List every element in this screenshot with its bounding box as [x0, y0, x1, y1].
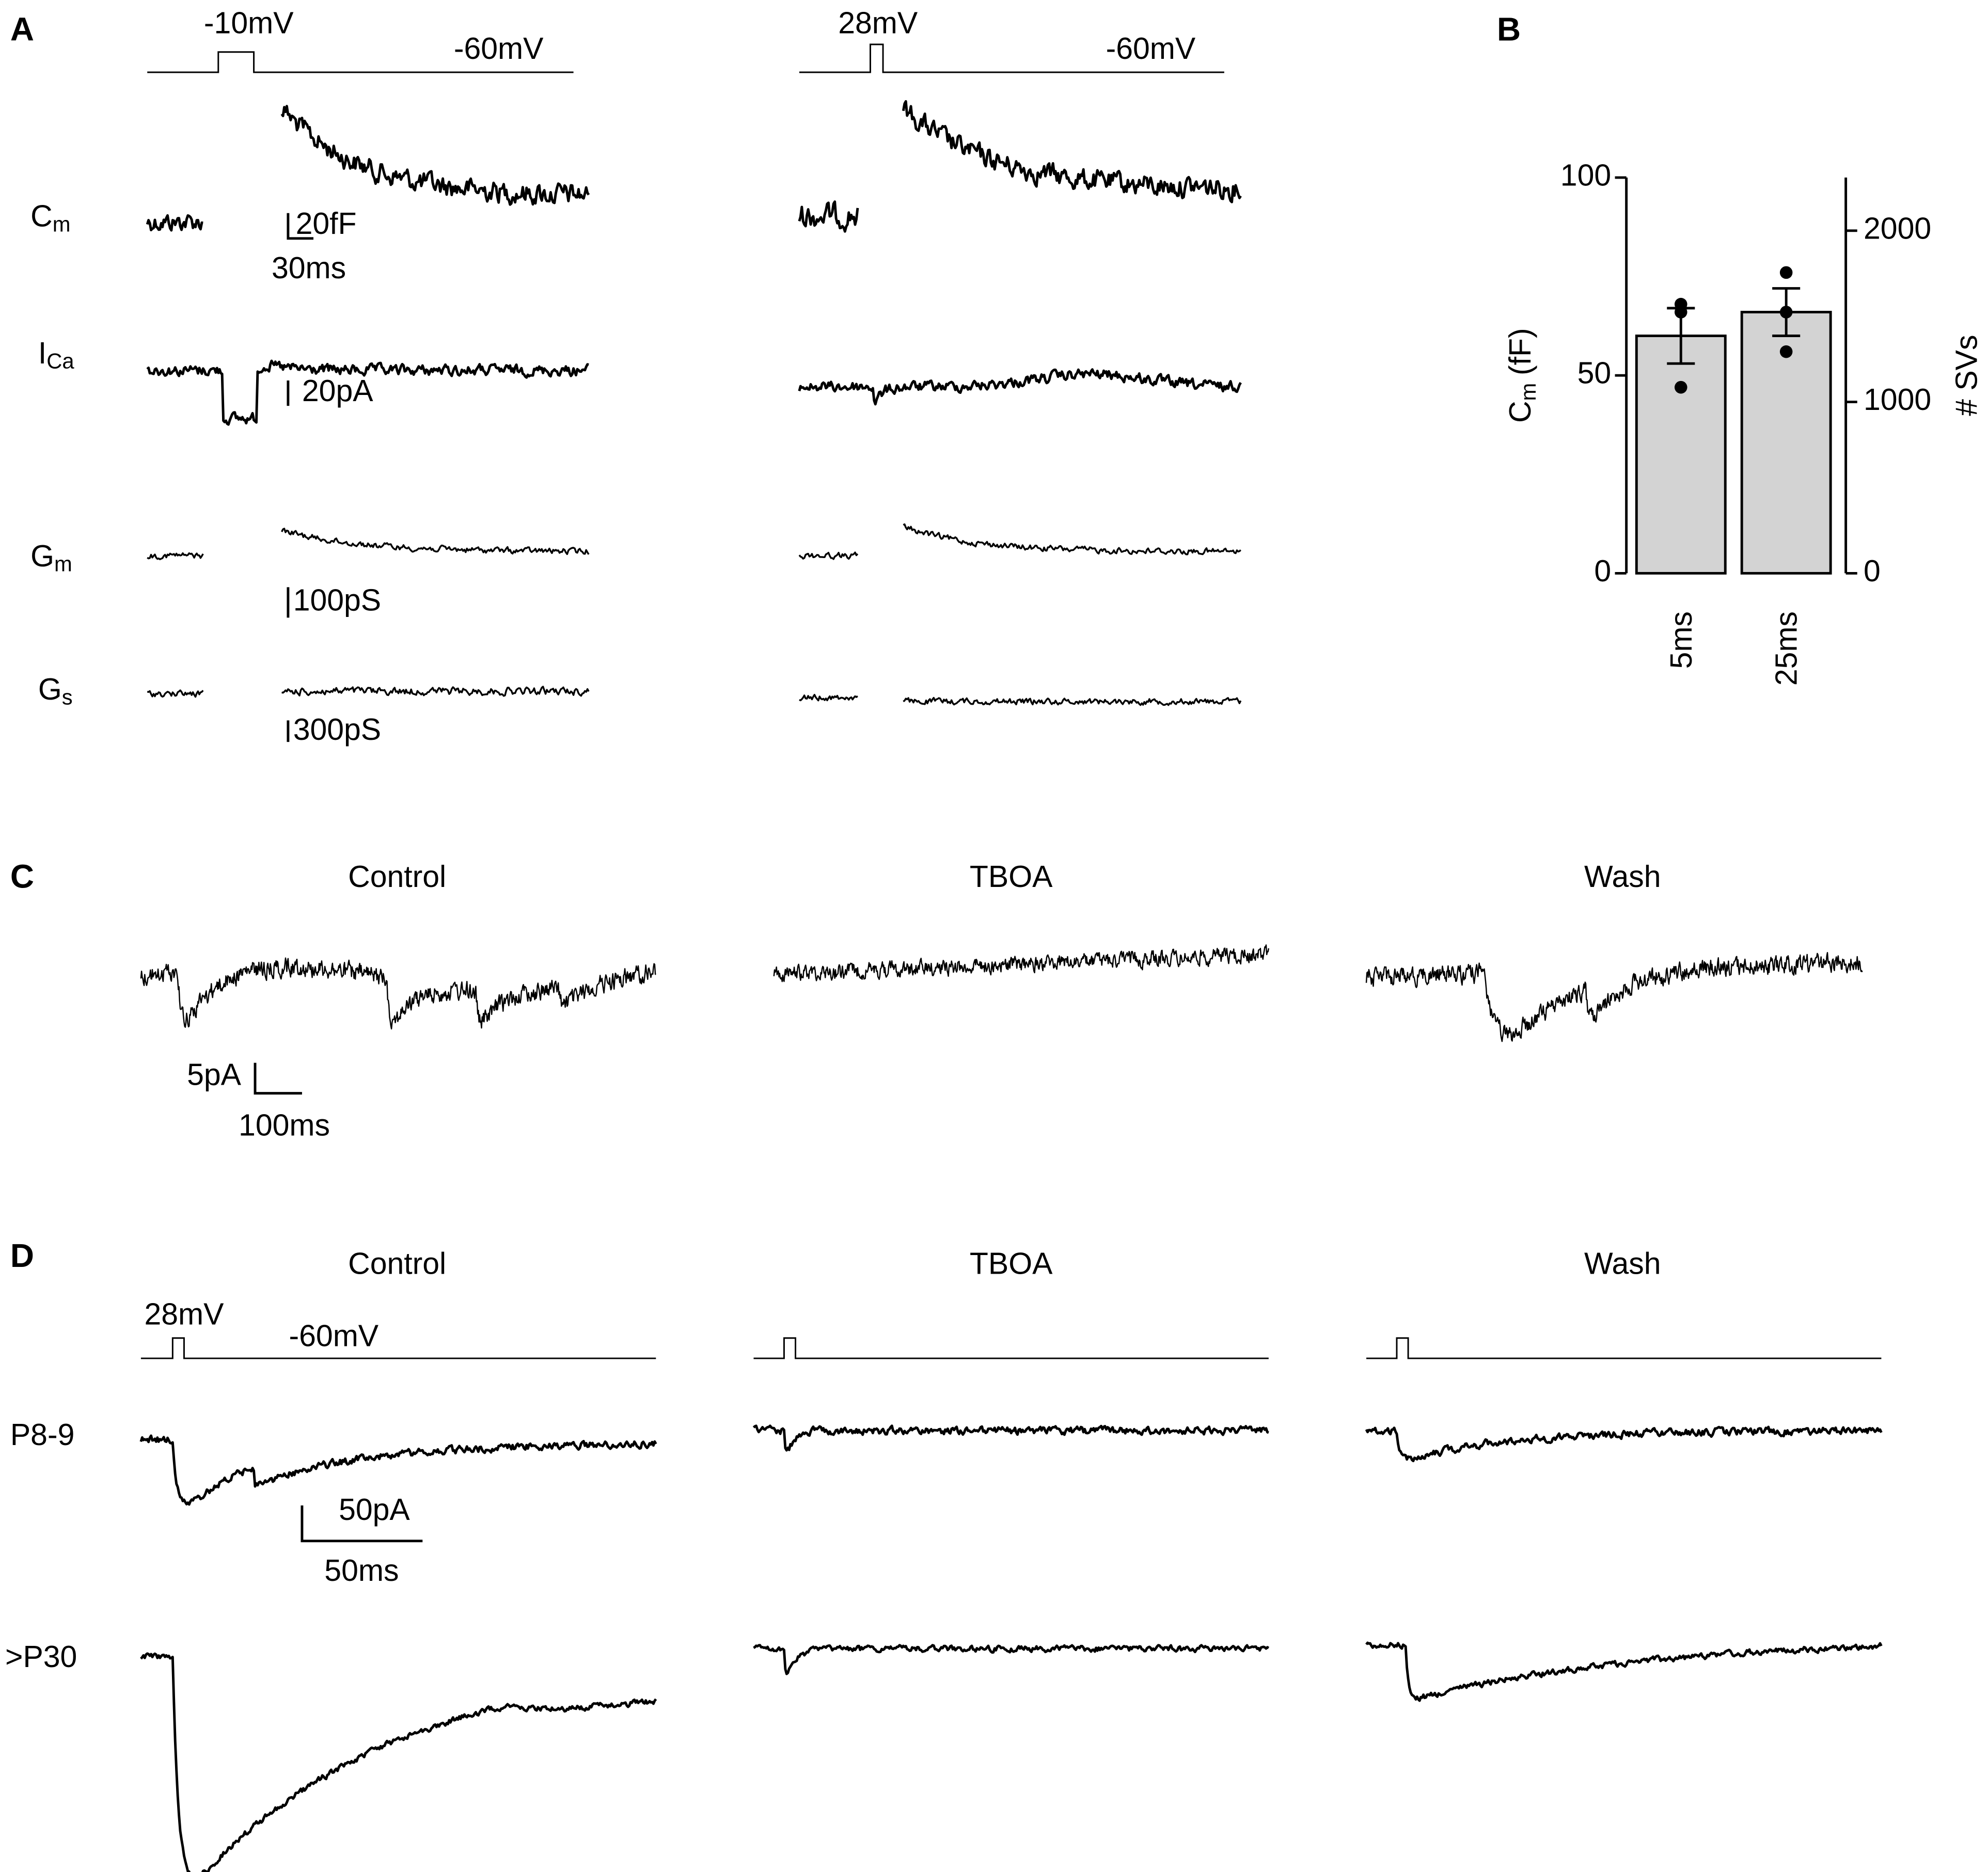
trace	[147, 689, 204, 698]
trace	[902, 100, 1242, 203]
step-label: 28mV	[838, 7, 918, 40]
hold-label: -60mV	[454, 32, 544, 66]
row-label: P8-9	[10, 1418, 75, 1452]
column-title: TBOA	[970, 1247, 1053, 1280]
scale-label: 20pA	[302, 374, 373, 408]
scale-label: 5pA	[187, 1058, 242, 1091]
data-point	[1779, 345, 1793, 358]
trace	[281, 686, 590, 697]
hold-label: -60mV	[289, 1319, 379, 1353]
trace	[773, 944, 1270, 982]
trace	[1365, 951, 1863, 1042]
trace	[280, 105, 590, 206]
y-axis-label: Cm(fF)	[1504, 328, 1540, 423]
y2-tick-label: 1000	[1864, 383, 1931, 417]
column-title: TBOA	[970, 860, 1053, 894]
trace	[146, 214, 203, 232]
x-tick-label: 25ms	[1770, 611, 1804, 686]
command-step	[147, 51, 574, 73]
scale-label: 30ms	[272, 251, 346, 285]
trace	[798, 551, 859, 560]
x-tick-label: 5ms	[1665, 611, 1698, 669]
scale-bar	[287, 213, 314, 240]
command-step	[799, 43, 1224, 73]
panel-label: B	[1497, 10, 1521, 47]
y2-axis-label: # SVs	[1950, 335, 1984, 416]
row-label: Cm	[30, 199, 70, 236]
trace	[140, 1652, 657, 1872]
y2-tick-label: 0	[1864, 554, 1881, 588]
trace	[752, 1424, 1269, 1452]
trace	[753, 1644, 1270, 1675]
column-title: Control	[348, 1247, 446, 1280]
trace	[139, 1434, 657, 1506]
trace	[140, 957, 656, 1030]
trace	[146, 359, 589, 426]
scale-label: 20fF	[296, 207, 357, 241]
data-point	[1779, 306, 1793, 319]
row-label: Gm	[30, 539, 72, 576]
step-label: -10mV	[204, 7, 294, 40]
data-point	[1674, 380, 1687, 394]
data-point	[1779, 266, 1793, 279]
y2-tick-label: 2000	[1864, 212, 1931, 245]
row-label: ICa	[38, 336, 75, 373]
scale-label: 100pS	[293, 583, 381, 617]
column-title: Wash	[1584, 1247, 1661, 1280]
scale-label: 50pA	[339, 1493, 410, 1527]
trace	[903, 696, 1242, 706]
trace	[798, 368, 1242, 406]
panel-label: A	[10, 10, 34, 47]
row-label: Gs	[38, 672, 73, 709]
trace	[281, 528, 590, 556]
trace	[799, 694, 858, 702]
y-tick-label: 50	[1577, 357, 1612, 390]
y-tick-label: 100	[1560, 159, 1611, 193]
trace	[1365, 1641, 1883, 1702]
scale-label: 300pS	[293, 713, 381, 747]
row-label: >P30	[5, 1640, 77, 1674]
bar	[1635, 335, 1727, 575]
command-step	[140, 1337, 656, 1359]
scale-bar	[301, 1505, 423, 1543]
trace	[1365, 1425, 1883, 1463]
scale-label: 50ms	[324, 1554, 399, 1588]
hold-label: -60mV	[1106, 32, 1196, 66]
command-step	[1366, 1337, 1882, 1359]
data-point	[1674, 306, 1687, 319]
scale-bar	[254, 1062, 302, 1095]
y-tick-label: 0	[1594, 554, 1611, 588]
trace	[903, 523, 1241, 556]
scale-label: 100ms	[239, 1109, 330, 1143]
trace	[798, 200, 859, 233]
panel-label: D	[10, 1237, 34, 1274]
trace	[147, 552, 204, 561]
column-title: Control	[348, 860, 446, 894]
column-title: Wash	[1584, 860, 1661, 894]
command-step	[753, 1337, 1269, 1359]
panel-label: C	[10, 858, 34, 895]
step-label: 28mV	[144, 1298, 224, 1331]
